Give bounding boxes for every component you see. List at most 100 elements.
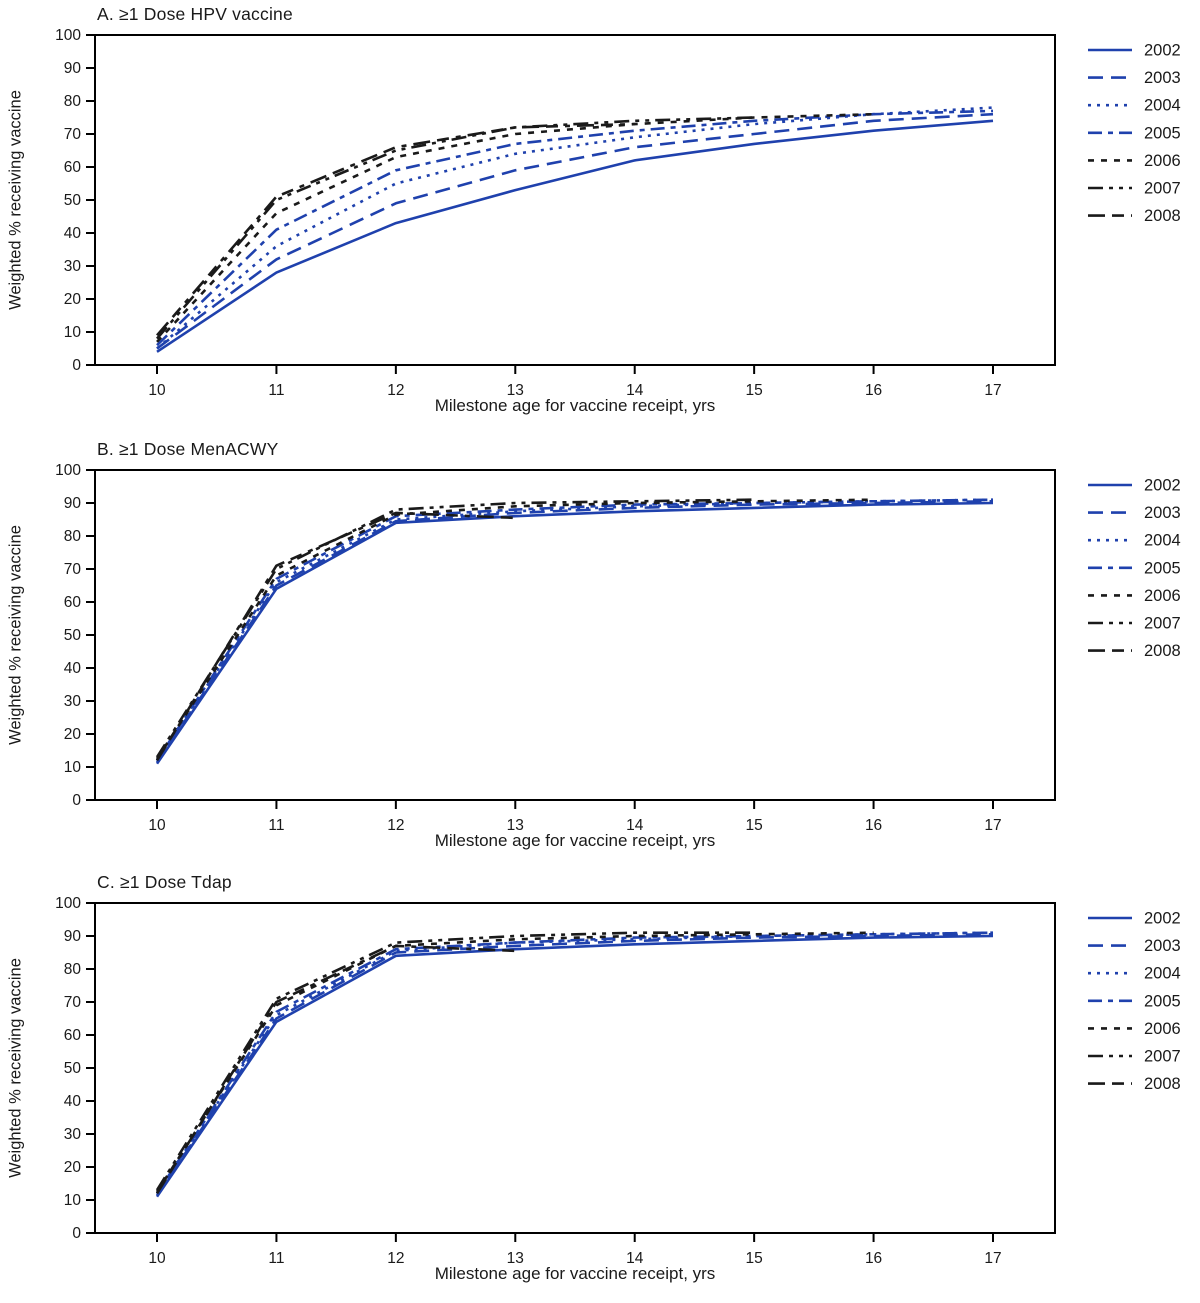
legend-label-2002: 2002 (1144, 477, 1181, 495)
series-line-2002 (155, 501, 994, 765)
series-line-2006 (155, 931, 874, 1193)
x-tick-label: 10 (148, 1250, 166, 1267)
legend-label-2008: 2008 (1144, 207, 1181, 225)
panel-hpv: 0 10 20 30 40 50 60 70 80 90 100 10 11 12 13 14 15 16 17 20… (0, 0, 1200, 435)
plot-frame (94, 902, 1056, 1234)
x-tick-label: 13 (507, 1250, 524, 1267)
x-tick-label: 11 (268, 382, 284, 399)
y-tick-label: 90 (64, 60, 82, 77)
legend-label-2004: 2004 (1144, 532, 1181, 550)
y-tick-label: 20 (64, 726, 82, 743)
x-tick-label: 10 (148, 382, 166, 399)
legend-label-2007: 2007 (1144, 1048, 1181, 1066)
legend-label-2004: 2004 (1144, 97, 1181, 115)
x-tick-label: 13 (507, 817, 524, 834)
y-tick-label: 40 (64, 1093, 82, 1110)
legend-label-2006: 2006 (1144, 1020, 1181, 1038)
x-tick-label: 13 (507, 382, 524, 399)
y-tick-label: 80 (64, 961, 82, 978)
panel-tdap-y-axis-label: Weighted % receiving vaccine (6, 958, 25, 1178)
panel-menacwy-y-axis-label: Weighted % receiving vaccine (6, 525, 25, 745)
y-tick-label: 70 (64, 561, 82, 578)
x-tick-label: 11 (268, 817, 284, 834)
series-line-2007 (155, 931, 755, 1191)
x-tick-label: 16 (865, 382, 882, 399)
x-tick-label: 17 (984, 382, 1001, 399)
y-tick-label: 60 (64, 1027, 82, 1044)
y-tick-label: 90 (64, 495, 82, 512)
y-tick-label: 100 (55, 462, 81, 479)
series-line-2003 (155, 933, 994, 1196)
y-tick-label: 100 (55, 895, 81, 912)
y-tick-label: 60 (64, 159, 82, 176)
y-tick-label: 20 (64, 1159, 82, 1176)
x-tick-label: 12 (387, 382, 404, 399)
series-line-2003 (156, 112, 994, 350)
x-tick-label: 14 (626, 382, 644, 399)
y-tick-label: 80 (64, 528, 82, 545)
legend-label-2002: 2002 (1144, 910, 1181, 928)
x-tick-label: 10 (148, 817, 166, 834)
legend-label-2004: 2004 (1144, 965, 1181, 983)
panel-tdap: 0 10 20 30 40 50 60 70 80 90 100 10 11 12 13 14 15 16 17 20… (0, 868, 1200, 1303)
panel-hpv-title: A. ≥1 Dose HPV vaccine (97, 4, 293, 24)
series-line-2008 (155, 511, 516, 762)
legend-label-2005: 2005 (1144, 992, 1181, 1010)
x-tick-label: 15 (746, 1250, 763, 1267)
panel-hpv-x-axis-label: Milestone age for vaccine receipt, yrs (434, 396, 716, 415)
y-tick-label: 0 (72, 357, 81, 374)
series-line-2003 (155, 500, 994, 763)
panel-menacwy-x-axis-label: Milestone age for vaccine receipt, yrs (434, 831, 716, 850)
legend-label-2005: 2005 (1144, 559, 1181, 577)
y-tick-label: 10 (64, 759, 82, 776)
series-line-2008 (156, 122, 635, 337)
y-tick-label: 70 (64, 994, 82, 1011)
legend-label-2007: 2007 (1144, 180, 1181, 198)
x-tick-label: 14 (626, 817, 644, 834)
x-tick-label: 17 (984, 817, 1001, 834)
x-tick-label: 15 (746, 382, 763, 399)
series-line-2006 (155, 498, 874, 760)
y-tick-label: 10 (64, 1192, 82, 1209)
y-tick-label: 50 (64, 192, 82, 209)
panel-tdap-x-axis-label: Milestone age for vaccine receipt, yrs (434, 1264, 716, 1283)
y-tick-label: 40 (64, 225, 82, 242)
y-tick-label: 50 (64, 627, 82, 644)
legend-label-2002: 2002 (1144, 42, 1181, 60)
y-tick-label: 30 (64, 693, 82, 710)
series-line-2008 (155, 944, 516, 1195)
series-line-2006 (156, 112, 874, 343)
series-line-2005 (156, 109, 994, 347)
panel-hpv-y-axis-label: Weighted % receiving vaccine (6, 90, 25, 310)
y-tick-label: 10 (64, 324, 82, 341)
panel-menacwy: 0 10 20 30 40 50 60 70 80 90 100 10 11 12 13 14 15 16 17 20… (0, 435, 1200, 870)
y-tick-label: 0 (72, 792, 81, 809)
y-tick-label: 80 (64, 93, 82, 110)
series-line-2002 (156, 119, 994, 353)
legend-label-2008: 2008 (1144, 1075, 1181, 1093)
legend-label-2003: 2003 (1144, 69, 1181, 87)
x-tick-label: 14 (626, 1250, 644, 1267)
x-tick-label: 12 (387, 817, 404, 834)
x-tick-label: 11 (268, 1250, 284, 1267)
y-tick-label: 60 (64, 594, 82, 611)
legend-label-2003: 2003 (1144, 937, 1181, 955)
y-tick-label: 100 (55, 27, 81, 44)
y-tick-label: 30 (64, 1126, 82, 1143)
plot-frame (94, 34, 1056, 366)
panel-tdap-plot: 0 10 20 30 40 50 60 70 80 90 100 10 11 12 13 14 15 16 17 20… (55, 895, 1181, 1267)
y-tick-label: 40 (64, 660, 82, 677)
series-line-2004 (156, 106, 994, 350)
series-line-2002 (155, 934, 994, 1198)
series-line-2004 (155, 931, 994, 1195)
panel-menacwy-plot: 0 10 20 30 40 50 60 70 80 90 100 10 11 12 13 14 15 16 17 20… (55, 462, 1181, 834)
legend-label-2008: 2008 (1144, 642, 1181, 660)
x-tick-label: 15 (746, 817, 763, 834)
legend-label-2006: 2006 (1144, 152, 1181, 170)
series-line-2004 (155, 498, 994, 762)
series-line-2005 (155, 931, 994, 1195)
x-tick-label: 17 (984, 1250, 1001, 1267)
series-line-2007 (155, 498, 755, 758)
panel-menacwy-title: B. ≥1 Dose MenACWY (97, 439, 279, 459)
